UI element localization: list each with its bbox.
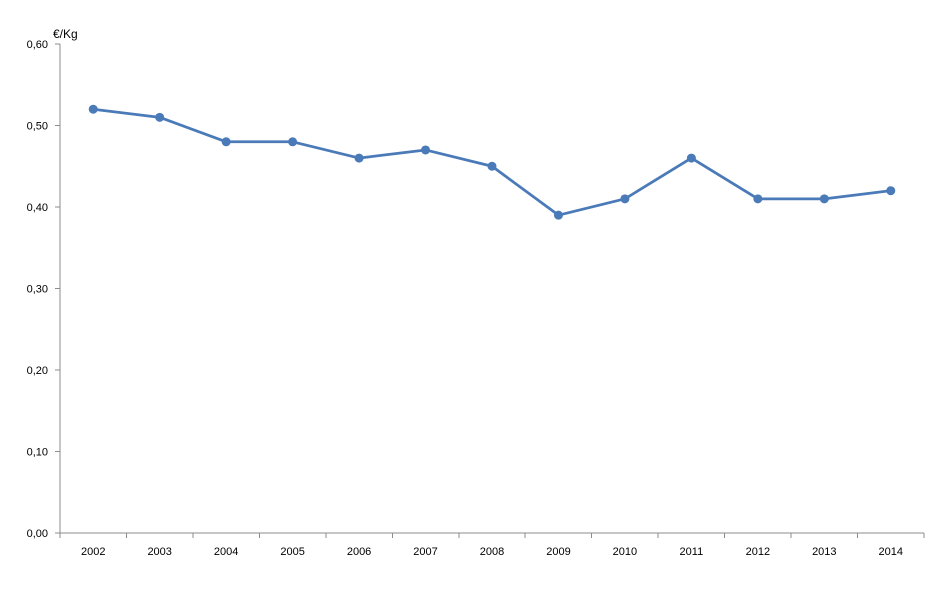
data-point-2010 bbox=[620, 194, 630, 204]
x-tick-label: 2003 bbox=[147, 546, 171, 558]
y-tick-label: 0,30 bbox=[27, 284, 48, 296]
x-tick-label: 2012 bbox=[746, 546, 770, 558]
y-tick-label: 0,40 bbox=[27, 202, 48, 214]
data-point-2004 bbox=[221, 137, 231, 147]
data-point-2009 bbox=[553, 210, 563, 220]
x-tick-label: 2008 bbox=[480, 546, 504, 558]
x-tick-label: 2014 bbox=[879, 546, 903, 558]
series-points-layer bbox=[88, 104, 896, 220]
data-point-2003 bbox=[155, 112, 165, 122]
x-tick-label: 2006 bbox=[347, 546, 371, 558]
y-tick-label: 0,60 bbox=[27, 39, 48, 51]
data-point-2008 bbox=[487, 161, 497, 171]
data-point-2011 bbox=[686, 153, 696, 163]
y-tick-label: 0,00 bbox=[27, 528, 48, 540]
data-point-2007 bbox=[421, 145, 431, 155]
y-tick-label: 0,50 bbox=[27, 121, 48, 133]
data-point-2014 bbox=[886, 186, 896, 196]
y-axis-unit-label: €/Kg bbox=[53, 27, 78, 41]
data-point-2013 bbox=[819, 194, 829, 204]
x-tick-label: 2002 bbox=[81, 546, 105, 558]
axes bbox=[55, 43, 925, 538]
x-tick-label: 2011 bbox=[680, 546, 704, 558]
x-tick-label: 2010 bbox=[613, 546, 637, 558]
data-point-2006 bbox=[354, 153, 364, 163]
x-axis-tick-labels: 2002 2003 2004 2005 2006 2007 2008 2009 2010 2011… bbox=[81, 546, 903, 558]
x-tick-label: 2005 bbox=[280, 546, 304, 558]
data-point-2012 bbox=[753, 194, 763, 204]
data-point-2005 bbox=[288, 137, 298, 147]
y-tick-label: 0,10 bbox=[27, 447, 48, 459]
x-tick-label: 2007 bbox=[413, 546, 437, 558]
y-tick-label: 0,20 bbox=[27, 365, 48, 377]
x-tick-label: 2009 bbox=[546, 546, 570, 558]
y-axis-tick-labels: 0,00 0,10 0,20 0,30 0,40 0,50 0,60 bbox=[27, 39, 48, 540]
x-tick-label: 2004 bbox=[214, 546, 238, 558]
data-point-2002 bbox=[88, 104, 98, 114]
x-tick-label: 2013 bbox=[812, 546, 836, 558]
